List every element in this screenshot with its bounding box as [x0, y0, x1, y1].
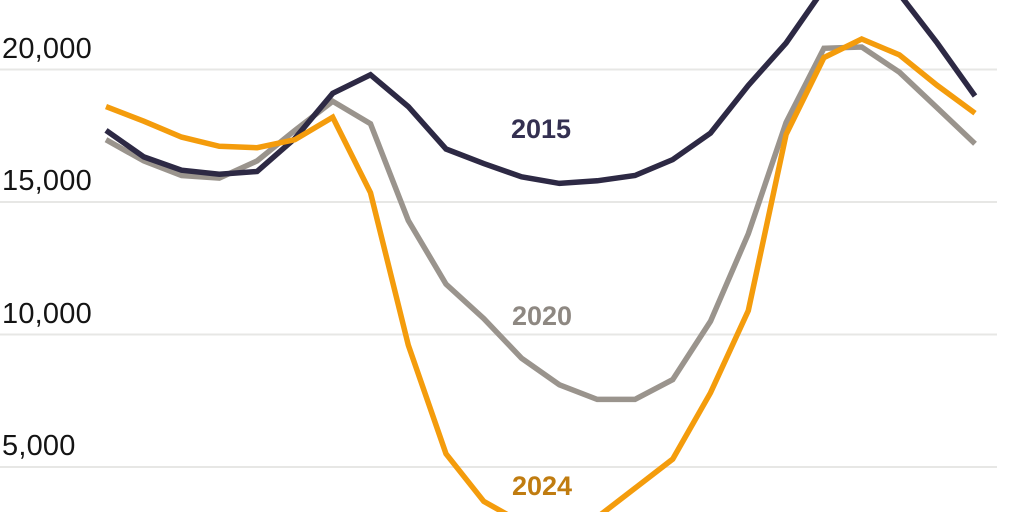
series-label-2020: 2020 — [512, 301, 573, 331]
line-2024 — [105, 35, 977, 512]
y-axis-tick-20000: 20,000 — [2, 33, 92, 65]
line-2020 — [104, 44, 977, 403]
series-label-2024: 2024 — [512, 471, 573, 501]
y-axis-tick-5000: 5,000 — [2, 430, 76, 462]
series-label-2015: 2015 — [511, 114, 572, 144]
line-2015 — [104, 0, 978, 187]
y-axis-tick-10000: 10,000 — [2, 298, 92, 330]
y-axis-tick-15000: 15,000 — [2, 165, 92, 197]
